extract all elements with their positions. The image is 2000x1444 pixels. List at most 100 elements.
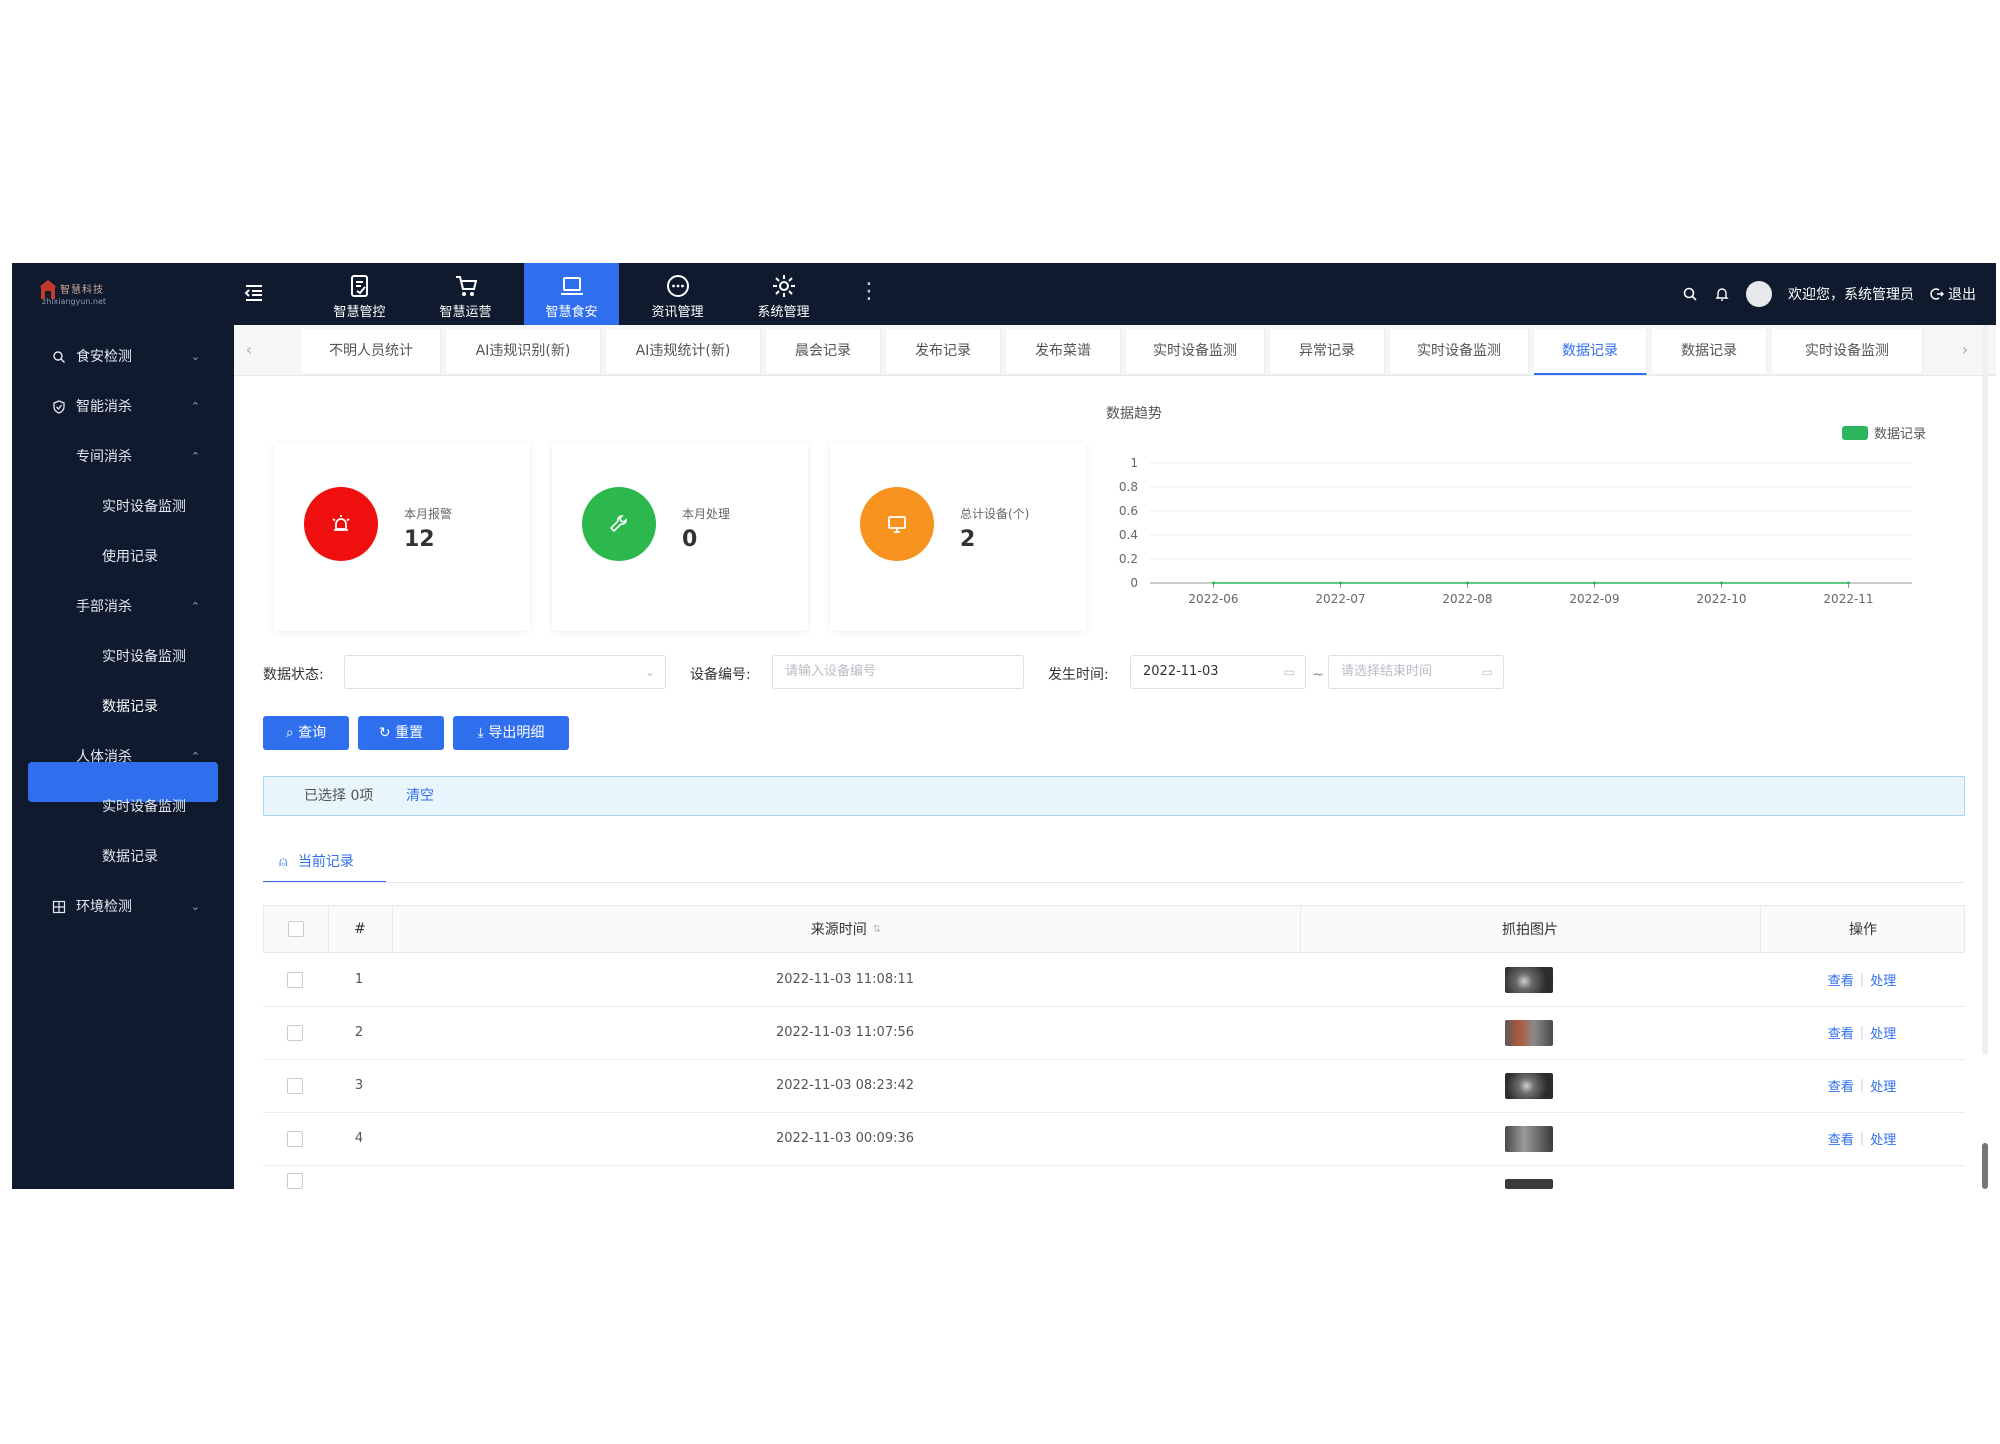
handle-link[interactable]: 处理 (1870, 1027, 1897, 1042)
status-filter-label: 数据状态: (263, 667, 324, 683)
logout-label: 退出 (1948, 287, 1976, 303)
nav-smart-food-safety[interactable]: 智慧食安 (524, 263, 619, 325)
export-button[interactable]: ⤓ 导出明细 (453, 716, 569, 750)
reset-button[interactable]: ↻ 重置 (358, 716, 444, 750)
sidebar-item-hand-realtime-monitor[interactable]: 实时设备监测 (12, 637, 234, 677)
menu-toggle-icon[interactable] (242, 281, 266, 305)
tab-realtime-monitor-3[interactable]: 实时设备监测 (1772, 329, 1923, 373)
divider (263, 882, 1965, 883)
chevron-down-icon: ⌄ (190, 350, 200, 363)
sidebar-item-label: 专间消杀 (76, 449, 132, 465)
sidebar-item-environment-detection[interactable]: 环境检测 ⌄ (12, 887, 234, 927)
tab-exception-records[interactable]: 异常记录 (1270, 329, 1385, 373)
sidebar-item-food-safety-detection[interactable]: 食安检测 ⌄ (12, 337, 234, 377)
tab-data-records-active[interactable]: 数据记录 (1534, 329, 1647, 375)
view-link[interactable]: 查看 (1827, 1133, 1854, 1148)
tab-morning-meeting[interactable]: 晨会记录 (766, 329, 881, 373)
table-row: 4 2022-11-03 00:09:36 查看 | 处理 (263, 1112, 1965, 1166)
sidebar-item-room-realtime-monitor[interactable]: 实时设备监测 (12, 487, 234, 527)
select-all-checkbox[interactable] (288, 921, 304, 937)
shield-icon (53, 400, 65, 414)
table-row: 3 2022-11-03 08:23:42 查看 | 处理 (263, 1059, 1965, 1113)
page-scrollbar-track[interactable] (1982, 325, 1988, 1055)
row-checkbox[interactable] (287, 1173, 303, 1189)
row-checkbox[interactable] (287, 1077, 303, 1094)
nav-system-management[interactable]: 系统管理 (736, 263, 831, 325)
sidebar-item-body-realtime-monitor[interactable]: 实时设备监测 (12, 787, 234, 827)
tab-label: 发布记录 (915, 343, 971, 359)
page-scrollbar-thumb[interactable] (1982, 1143, 1988, 1189)
tab-realtime-monitor-2[interactable]: 实时设备监测 (1390, 329, 1529, 373)
logout-button[interactable]: 退出 (1930, 284, 1976, 304)
row-checkbox-cell (263, 1112, 327, 1165)
sidebar-item-hand-data-records[interactable]: 数据记录 (12, 687, 234, 727)
capture-thumbnail[interactable] (1505, 966, 1553, 993)
nav-news-management[interactable]: 资讯管理 (630, 263, 725, 325)
laptop-icon (560, 277, 583, 295)
device-number-input[interactable]: 请输入设备编号 (772, 655, 1024, 689)
stat-card-monthly-alarms: 本月报警 12 (274, 443, 530, 631)
capture-thumbnail[interactable] (1505, 1019, 1553, 1046)
action-separator: | (1859, 1131, 1865, 1146)
row-checkbox[interactable] (287, 971, 303, 988)
data-point (1720, 581, 1723, 585)
sidebar-item-room-disinfection[interactable]: 专间消杀 ⌃ (12, 437, 234, 477)
refresh-icon: ↻ (378, 725, 391, 741)
end-date-placeholder: 请选择结束时间 (1341, 664, 1433, 679)
tab-ai-violation-recognition[interactable]: AI违规识别(新) (446, 329, 601, 373)
nav-label: 系统管理 (757, 305, 810, 320)
sidebar-item-body-disinfection[interactable]: 人体消杀 ⌃ (12, 737, 234, 777)
row-checkbox[interactable] (287, 1024, 303, 1041)
bell-icon[interactable] (1714, 286, 1730, 302)
tab-data-records-2[interactable]: 数据记录 (1652, 329, 1767, 373)
alarm-icon: ⍝ (279, 854, 288, 870)
tab-unknown-person-stats[interactable]: 不明人员统计 (302, 329, 441, 373)
sidebar-item-hand-disinfection[interactable]: 手部消杀 ⌃ (12, 587, 234, 627)
row-actions: 查看 | 处理 (1759, 953, 1965, 1006)
y-tick-label: 0.6 (1119, 504, 1138, 518)
clear-selection-link[interactable]: 清空 (406, 788, 434, 804)
tab-current-records[interactable]: ⍝ 当前记录 (263, 847, 386, 883)
end-date-input[interactable]: 请选择结束时间 ▭ (1328, 655, 1504, 689)
handle-link[interactable]: 处理 (1870, 974, 1897, 989)
query-button[interactable]: ⌕ 查询 (263, 716, 349, 750)
tab-ai-violation-stats[interactable]: AI违规统计(新) (606, 329, 761, 373)
view-link[interactable]: 查看 (1827, 1027, 1854, 1042)
avatar[interactable] (1746, 281, 1772, 307)
sidebar-active-highlight (28, 762, 218, 802)
table-row-partial (263, 1165, 1965, 1189)
tab-realtime-monitor-1[interactable]: 实时设备监测 (1126, 329, 1265, 373)
capture-thumbnail[interactable] (1505, 1179, 1553, 1189)
status-select[interactable]: ⌄ (344, 655, 666, 689)
sidebar-item-smart-disinfection[interactable]: 智能消杀 ⌃ (12, 387, 234, 427)
search-icon[interactable] (1682, 286, 1698, 302)
nav-smart-operation[interactable]: 智慧运营 (418, 263, 513, 325)
device-number-placeholder: 请输入设备编号 (785, 664, 877, 679)
row-checkbox[interactable] (287, 1130, 303, 1147)
chevron-up-icon: ⌃ (190, 750, 200, 763)
capture-thumbnail[interactable] (1505, 1072, 1553, 1099)
sidebar-item-usage-records[interactable]: 使用记录 (12, 537, 234, 577)
chart-legend[interactable]: 数据记录 (1842, 423, 1926, 442)
table-header: # 来源时间 ⇅ 抓拍图片 操作 (263, 905, 1965, 953)
start-date-input[interactable]: 2022-11-03 ▭ (1130, 655, 1306, 689)
nav-smart-control[interactable]: 智慧管控 (312, 263, 407, 325)
tab-label: 发布菜谱 (1035, 343, 1091, 359)
header-source-time[interactable]: 来源时间 ⇅ (392, 906, 1300, 952)
tab-scroll-right-icon[interactable]: › (1961, 340, 1969, 359)
handle-link[interactable]: 处理 (1870, 1080, 1897, 1095)
tab-scroll-left-icon[interactable]: ‹ (245, 340, 253, 359)
tab-label: AI违规识别(新) (475, 343, 571, 359)
view-link[interactable]: 查看 (1827, 974, 1854, 989)
stat-value: 12 (404, 527, 435, 552)
logo-domain: zhixiangyun.net (42, 297, 107, 306)
tab-publish-records[interactable]: 发布记录 (886, 329, 1001, 373)
more-menu-icon[interactable]: ⋮ (858, 279, 880, 304)
handle-link[interactable]: 处理 (1870, 1133, 1897, 1148)
sidebar-item-label: 智能消杀 (76, 399, 132, 415)
tab-label: 实时设备监测 (1153, 343, 1237, 359)
sidebar-item-body-data-records[interactable]: 数据记录 (12, 837, 234, 877)
capture-thumbnail[interactable] (1505, 1125, 1553, 1152)
view-link[interactable]: 查看 (1827, 1080, 1854, 1095)
tab-publish-menu[interactable]: 发布菜谱 (1006, 329, 1121, 373)
